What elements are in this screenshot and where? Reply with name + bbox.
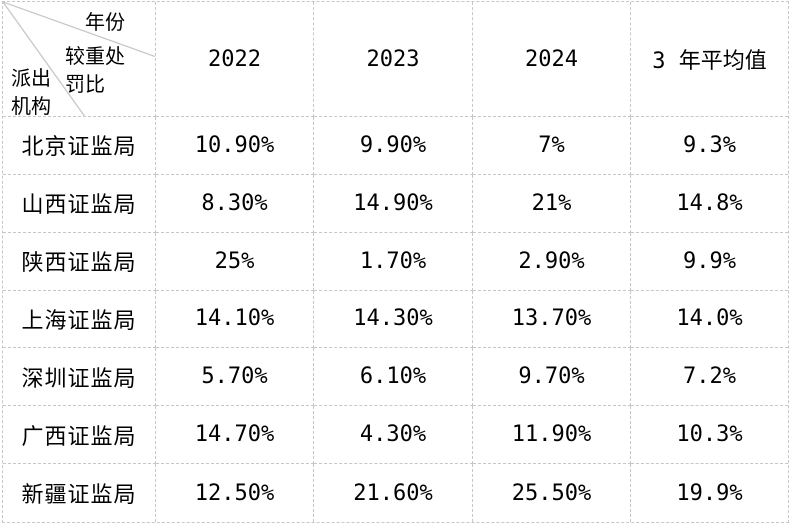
value-cell: 10.3% (631, 406, 788, 465)
row-header-shanxi: 山西证监局 (3, 174, 156, 233)
value-cell: 14.30% (314, 290, 473, 349)
value-cell: 14.0% (631, 291, 788, 349)
value-cell: 12.50% (156, 464, 314, 522)
value-cell: 4.30% (314, 406, 473, 465)
value-cell: 8.30% (156, 174, 314, 233)
value-cell: 9.70% (473, 348, 631, 407)
value-cell: 10.90% (156, 117, 314, 175)
diagonal-divider-lines (3, 2, 155, 116)
value-cell: 14.90% (314, 174, 473, 233)
row-header-beijing: 北京证监局 (3, 117, 156, 175)
value-cell: 21.60% (314, 464, 473, 522)
row-header-shaanxi: 陕西证监局 (3, 232, 156, 291)
value-cell: 7.2% (631, 348, 788, 407)
value-cell: 9.9% (631, 233, 788, 291)
value-cell: 11.90% (473, 406, 631, 465)
corner-metric-axis-label: 较重处罚比 (65, 44, 125, 96)
value-cell: 13.70% (473, 290, 631, 349)
column-header-2022: 2022 (156, 2, 314, 117)
column-header-2023: 2023 (314, 2, 473, 117)
row-header-guangxi: 广西证监局 (3, 406, 156, 465)
value-cell: 5.70% (156, 348, 314, 407)
row-header-shenzhen: 深圳证监局 (3, 348, 156, 407)
corner-header-cell: 年份 较重处罚比 派出机构 (3, 2, 156, 117)
value-cell: 25% (156, 232, 314, 291)
value-cell: 9.90% (314, 117, 473, 175)
value-cell: 1.70% (314, 232, 473, 291)
value-cell: 21% (473, 174, 631, 233)
value-cell: 25.50% (473, 464, 631, 522)
value-cell: 14.8% (631, 175, 788, 233)
row-header-shanghai: 上海证监局 (3, 290, 156, 349)
value-cell: 6.10% (314, 348, 473, 407)
value-cell: 7% (473, 117, 631, 175)
corner-org-axis-label: 派出机构 (11, 66, 51, 117)
column-header-3yr-average: 3 年平均值 (631, 2, 788, 117)
value-cell: 19.9% (676, 480, 743, 506)
value-cell: 14.10% (156, 290, 314, 349)
corner-year-axis-label: 年份 (85, 10, 125, 34)
value-cell: 2.90% (473, 232, 631, 291)
value-cell: 14.70% (156, 406, 314, 465)
row-header-xinjiang: 新疆证监局 (3, 464, 156, 522)
value-cell: 9.3% (631, 117, 788, 175)
column-header-2024: 2024 (473, 2, 631, 117)
